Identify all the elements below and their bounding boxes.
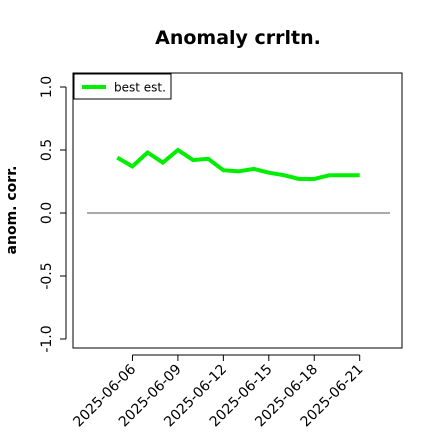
chart-marks: -1.0-0.50.00.51.02025-06-062025-06-09202… — [39, 76, 390, 430]
chart-title: Anomaly crrltn. — [155, 27, 321, 49]
legend: best est. — [73, 73, 172, 100]
y-tick-label: -1.0 — [39, 325, 55, 352]
y-axis-label: anom. corr. — [4, 166, 20, 255]
legend-label: best est. — [114, 81, 166, 95]
y-tick-label: -0.5 — [39, 262, 55, 289]
series-line-best-est — [116, 147, 360, 181]
y-tick-label: 1.0 — [39, 76, 55, 98]
plot-frame — [72, 72, 403, 349]
y-tick-label: 0.5 — [39, 139, 55, 161]
y-tick-label: 0.0 — [39, 202, 55, 224]
